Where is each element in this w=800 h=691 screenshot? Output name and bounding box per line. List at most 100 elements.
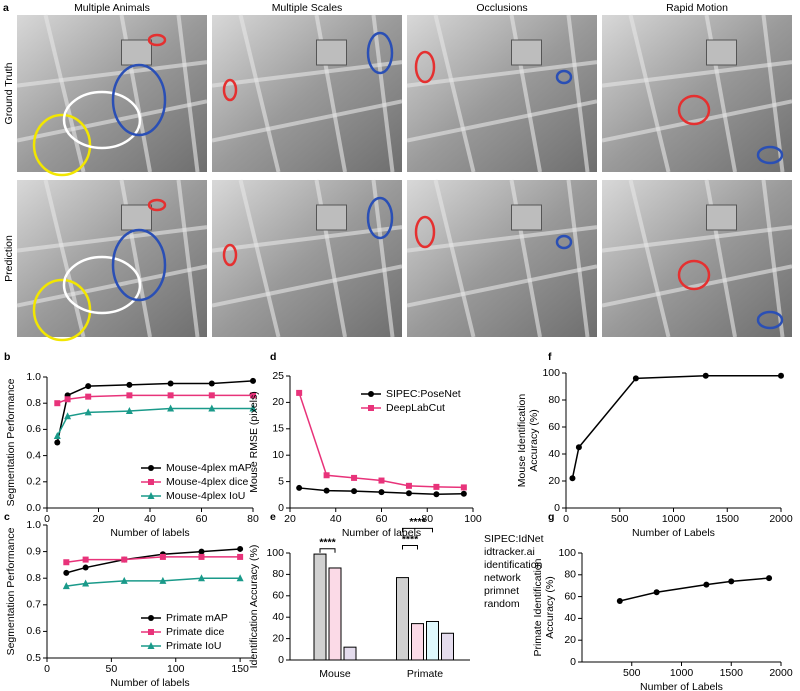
x-axis-label: Number of Labels [632,527,715,539]
x-tick-label: 0 [44,513,50,525]
series-line [571,374,781,479]
photo-beam [406,264,598,308]
x-tick-label: 500 [611,513,629,525]
marker [351,488,358,495]
y-tick-label: 20 [564,634,576,646]
marker [126,381,133,388]
x-tick-label: 1500 [716,513,740,525]
photo [407,15,597,172]
y-tick-label: 0 [278,654,284,666]
x-tick-label: 40 [144,513,156,525]
outline [62,255,142,315]
marker [62,582,70,590]
marker [82,564,89,571]
x-tick-label: 100 [464,513,482,525]
x-tick-label: 1500 [720,667,744,679]
y-tick-label: 0.6 [26,625,41,637]
photo-beam [238,179,281,338]
legend-label: Mouse-4plex IoU [166,490,245,502]
x-tick-label: 0 [563,513,569,525]
significance-label: **** [409,516,426,528]
x-tick-label: 40 [330,513,342,525]
photo-beam [406,99,598,143]
marker [148,465,154,471]
photo-beam [628,179,671,338]
x-tick-label: 500 [623,667,641,679]
series-line [66,577,241,587]
panel-letter: e [270,511,276,523]
y-tick-label: 20 [272,396,284,408]
photo-window [316,39,347,66]
x-axis-label: Number of labels [110,677,189,689]
marker [54,439,61,446]
outline [147,198,167,212]
bar [343,646,357,661]
y-tick-label: 5 [278,475,284,487]
photo-beam [176,14,200,173]
marker [208,392,215,399]
significance-label: **** [319,537,336,549]
outline [555,69,573,85]
outline [222,243,238,267]
photo-beam [371,14,395,173]
photo [407,180,597,337]
row-title: Ground Truth [3,62,15,124]
y-axis-label: Accuracy (%) [544,576,556,638]
marker [460,484,467,491]
marker [433,491,440,498]
marker [125,407,133,415]
marker [433,483,440,490]
marker [296,389,303,396]
photo-beam [371,179,395,338]
y-axis-label: Accuracy (%) [528,409,540,471]
column-title: Occlusions [476,2,527,14]
x-tick-label: 100 [167,663,185,675]
marker [702,372,709,379]
x-tick-label: 20 [93,513,105,525]
x-tick-label: 2000 [769,513,793,525]
marker [250,377,256,384]
marker [405,490,412,497]
photo-beam [16,99,208,143]
photo-beam [628,14,671,173]
outline [414,50,436,84]
y-axis-label: Identification Accuracy (%) [248,545,260,669]
marker [766,575,773,582]
marker [237,553,244,560]
y-tick-label: 0.2 [26,476,41,488]
photo-window [511,204,542,231]
outline [677,94,711,126]
marker [296,484,303,491]
marker [250,392,256,399]
x-tick-label: Primate [407,668,443,680]
significance-bracket [402,545,418,550]
column-title: Multiple Scales [272,2,343,14]
photo-beam [176,179,200,338]
marker [147,492,155,499]
marker [351,474,358,481]
photo [602,15,792,172]
y-tick-label: 25 [272,370,284,382]
photo [602,180,792,337]
y-tick-label: 0 [554,502,560,514]
photo [212,15,402,172]
photo-beam [761,14,785,173]
marker [460,490,467,497]
y-tick-label: 80 [564,569,576,581]
marker [167,392,174,399]
photo-beam [16,225,208,253]
outline [555,234,573,250]
photo-beam [566,179,590,338]
y-axis-label: Segmentation Performance [5,378,17,506]
photo-window [121,39,152,66]
outline [111,228,167,302]
marker [167,404,175,412]
outline [62,90,142,150]
y-tick-label: 1.0 [26,371,41,383]
marker [575,444,582,451]
marker [159,576,167,584]
outline [756,310,784,330]
legend-label: SIPEC:IdNet [484,533,544,545]
marker [237,545,244,552]
